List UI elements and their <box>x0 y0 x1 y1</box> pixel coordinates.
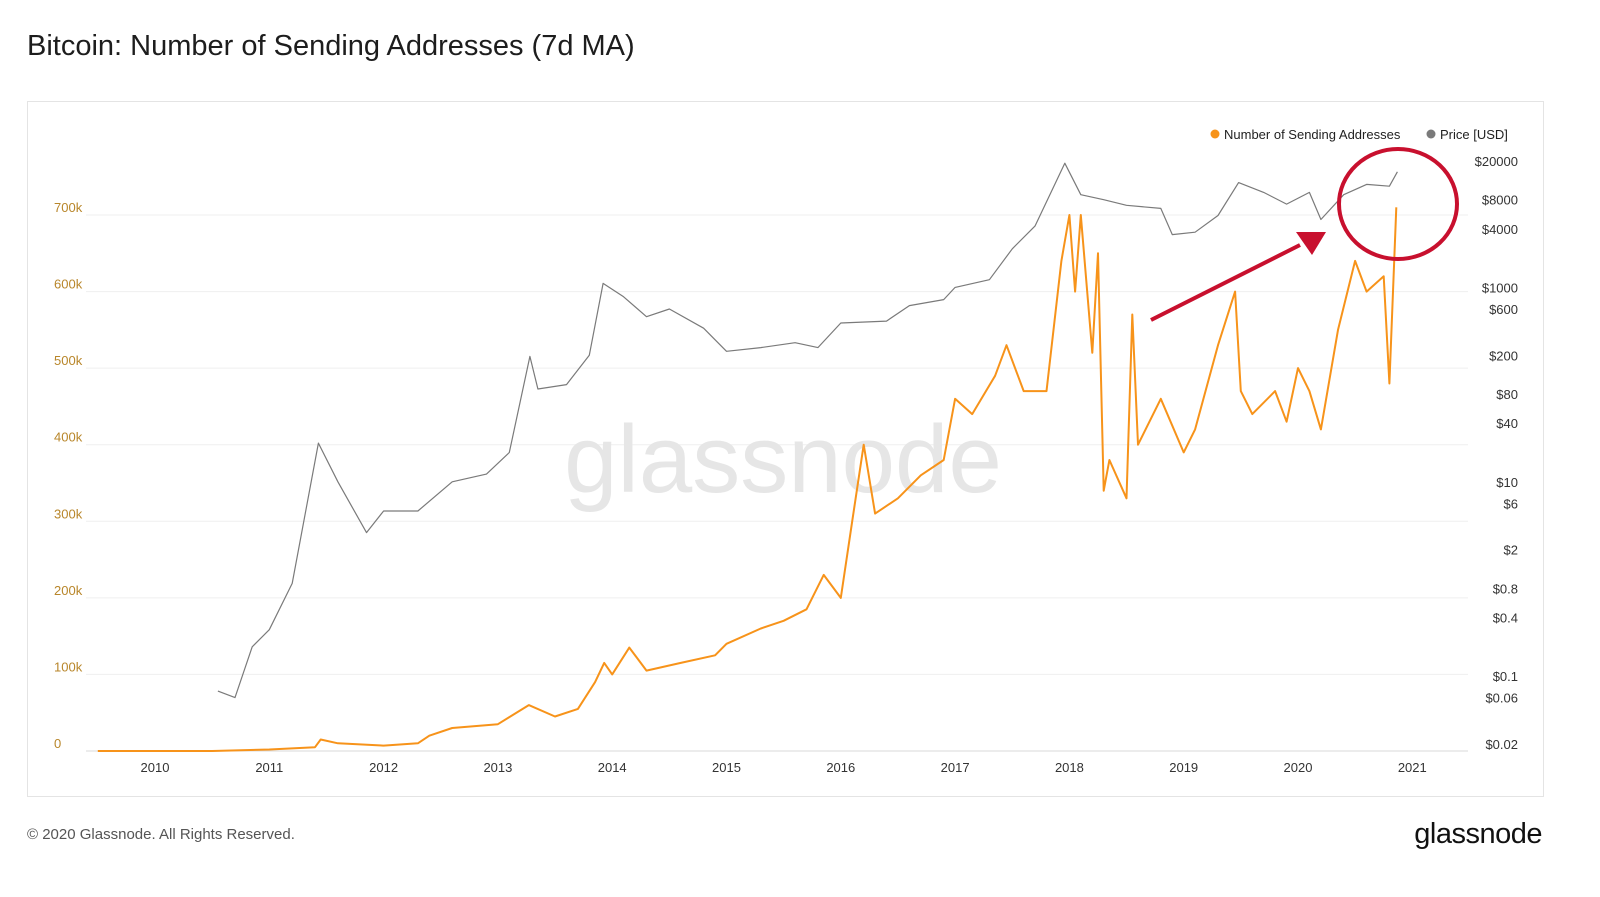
price-line <box>217 162 1398 699</box>
annotation-arrowhead <box>1296 232 1326 255</box>
sending-addresses-line <box>97 207 1398 752</box>
left-tick-label: 500k <box>54 353 83 368</box>
right-tick-label: $10 <box>1496 475 1518 490</box>
right-tick-label: $0.8 <box>1493 581 1518 596</box>
right-tick-label: $8000 <box>1482 193 1518 208</box>
x-tick-label: 2013 <box>483 760 512 775</box>
x-tick-label: 2014 <box>598 760 627 775</box>
legend-marker <box>1210 129 1220 139</box>
chart-frame <box>27 101 1544 797</box>
legend-label: Price [USD] <box>1440 127 1508 142</box>
x-tick-label: 2015 <box>712 760 741 775</box>
right-tick-label: $0.06 <box>1485 691 1518 706</box>
left-tick-label: 700k <box>54 200 83 215</box>
left-tick-label: 100k <box>54 659 83 674</box>
right-tick-label: $200 <box>1489 348 1518 363</box>
left-tick-label: 200k <box>54 583 83 598</box>
x-tick-label: 2010 <box>141 760 170 775</box>
watermark: glassnode <box>564 406 1002 513</box>
right-tick-label: $0.4 <box>1493 611 1518 626</box>
right-tick-label: $6 <box>1504 496 1518 511</box>
x-tick-label: 2020 <box>1284 760 1313 775</box>
x-tick-label: 2018 <box>1055 760 1084 775</box>
x-tick-label: 2021 <box>1398 760 1427 775</box>
right-tick-label: $0.1 <box>1493 669 1518 684</box>
left-tick-label: 0 <box>54 736 61 751</box>
left-tick-label: 400k <box>54 430 83 445</box>
legend-label: Number of Sending Addresses <box>1224 127 1401 142</box>
glassnode-logo: glassnode <box>1414 818 1542 850</box>
x-tick-label: 2019 <box>1169 760 1198 775</box>
left-tick-label: 600k <box>54 277 83 292</box>
right-tick-label: $20000 <box>1475 154 1518 169</box>
right-tick-label: $4000 <box>1482 222 1518 237</box>
legend-marker <box>1426 129 1436 139</box>
page-title: Bitcoin: Number of Sending Addresses (7d… <box>27 30 635 62</box>
right-tick-label: $40 <box>1496 416 1518 431</box>
annotation-arrow <box>1150 243 1301 322</box>
x-tick-label: 2017 <box>941 760 970 775</box>
x-tick-label: 2016 <box>826 760 855 775</box>
x-tick-label: 2012 <box>369 760 398 775</box>
x-tick-label: 2011 <box>255 760 283 775</box>
annotation-circle <box>1337 147 1459 261</box>
right-tick-label: $80 <box>1496 387 1518 402</box>
left-tick-label: 300k <box>54 506 83 521</box>
right-tick-label: $1000 <box>1482 280 1518 295</box>
right-tick-label: $0.02 <box>1485 737 1518 752</box>
copyright: © 2020 Glassnode. All Rights Reserved. <box>27 826 295 843</box>
right-tick-label: $600 <box>1489 302 1518 317</box>
right-tick-label: $2 <box>1504 543 1518 558</box>
